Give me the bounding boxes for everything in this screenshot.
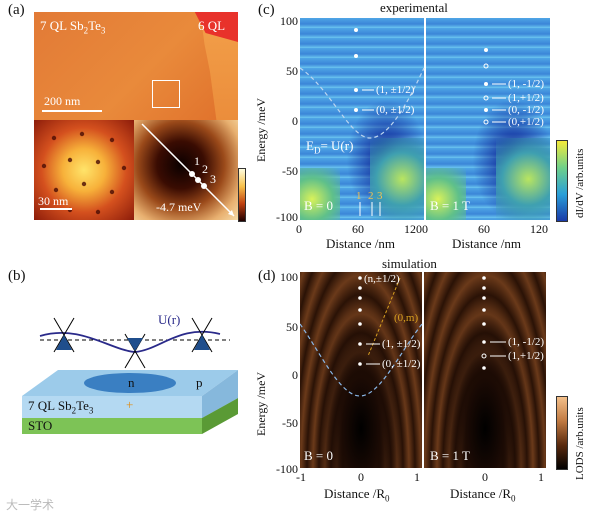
xlabel-d-right: Distance /R0 — [450, 486, 516, 504]
panel-c-ylabel: Energy /meV — [254, 97, 268, 162]
annot-c-right-1: (1, -1/2) — [508, 78, 545, 90]
xtick-c-r1: 60 — [478, 222, 490, 236]
annotation-arrows-c — [362, 83, 506, 123]
xtick-c-l2: 120 — [404, 222, 422, 236]
potential-label: U(r) — [158, 312, 181, 327]
panel-d-yticks: 100 50 0 -50 -100 — [276, 270, 298, 476]
label-b1-c: B = 1 T — [430, 198, 470, 213]
annot-d-left-3: (1, ±1/2) — [382, 338, 421, 350]
xlabel-d-left: Distance /R0 — [324, 486, 390, 504]
panel-d-title: simulation — [382, 256, 437, 271]
panel-c-label: (c) — [258, 2, 275, 18]
ldos-map-image: 1 2 3 -4.7 meV — [134, 120, 238, 220]
annot-d-left-1: (n,±1/2) — [364, 273, 400, 285]
panel-d-ylabel: Energy /meV — [254, 371, 268, 436]
label-b0-c: B = 0 — [304, 198, 334, 213]
ed-label: ED= U(r) — [306, 138, 354, 156]
annot-d-right-2: (1,+1/2) — [508, 350, 544, 362]
substrate-side — [202, 398, 238, 434]
xlabel-c-right: Distance /nm — [452, 236, 521, 251]
colorbar-d-label: LODS /arb.units — [574, 407, 586, 480]
annot-c-right-3: (0, -1/2) — [508, 104, 545, 116]
xtick-c-l0: 0 — [296, 222, 302, 236]
scalebar-bottom-label: 30 nm — [38, 194, 69, 208]
experimental-map-b1 — [426, 18, 550, 220]
panel-c-title: experimental — [380, 0, 448, 15]
substrate-label: STO — [28, 418, 53, 433]
panel-c-yticks: 100 50 0 -50 -100 — [276, 14, 298, 224]
sample-label: 7 QL Sb2Te3 — [40, 18, 106, 36]
peak-dots-b1 — [483, 48, 489, 125]
label-b1-d: B = 1 T — [430, 448, 470, 463]
peak-dots-d-b0 — [358, 276, 362, 366]
energy-label: -4.7 meV — [156, 200, 202, 214]
annot-d-left-4: (0, ±1/2) — [382, 358, 421, 370]
colorbar-c-label: dI/dV /arb.units — [574, 148, 586, 218]
annot-c-right-4: (0,+1/2) — [508, 116, 544, 128]
peak-dots-d-b1 — [481, 276, 487, 370]
xtick-d-l0: -1 — [296, 470, 306, 484]
zoom-box — [152, 80, 180, 108]
xtick-d-r1: 1 — [538, 470, 544, 484]
annot-c-right-2: (1,+1/2) — [508, 92, 544, 104]
panel-b-label: (b) — [8, 268, 26, 284]
film-label: 7 QL Sb2Te3 — [28, 398, 94, 416]
panel-a-label: (a) — [8, 2, 25, 18]
panel-c-overlay — [300, 28, 506, 216]
colorbar-d — [556, 396, 568, 470]
label-b0-d: B = 0 — [304, 448, 334, 463]
peak-dots-b0 — [354, 28, 358, 112]
device-schematic — [22, 317, 238, 434]
scalebar-top — [42, 110, 102, 112]
panel-c-divider — [424, 18, 426, 220]
xtick-c-r0: 0 — [422, 222, 428, 236]
vortex-dots — [41, 131, 127, 215]
annot-c-left-2: (0, ±1/2) — [376, 104, 415, 116]
substrate-front — [22, 418, 202, 434]
panel-d-label: (d) — [258, 268, 276, 284]
panel-d-divider — [422, 272, 424, 468]
xtick-d-l1: 0 — [358, 470, 364, 484]
film-front — [22, 396, 202, 418]
xtick-d-l2: 1 — [414, 470, 420, 484]
colorbar-a — [238, 168, 246, 222]
stm-zoom-image-left: 30 nm — [34, 120, 134, 220]
annot-d-left-2: (0,m) — [394, 312, 419, 324]
linecut-overlay — [141, 123, 235, 217]
annot-c-left-1: (1, ±1/2) — [376, 84, 415, 96]
watermark: 大一学术 — [6, 498, 55, 512]
colorbar-c — [556, 140, 568, 222]
point-3: 3 — [210, 172, 216, 186]
mark-3: 3 — [377, 190, 383, 202]
stm-topography-image: 200 nm 7 QL Sb2Te3 6 QL — [34, 12, 238, 120]
dirac-cone-right — [191, 317, 213, 353]
scalebar-bottom — [40, 208, 72, 210]
mark-2: 2 — [368, 190, 374, 202]
simulation-map-b0 — [300, 272, 422, 468]
xtick-c-l1: 60 — [352, 222, 364, 236]
panel-d-overlay — [300, 276, 506, 397]
n-region — [84, 373, 176, 393]
annotation-arrows-d — [366, 341, 506, 365]
annot-d-right-1: (1, -1/2) — [508, 336, 545, 348]
point-2: 2 — [202, 162, 208, 176]
dirac-cone-center — [124, 333, 146, 369]
simulation-map-b1 — [424, 272, 546, 468]
xlabel-c-left: Distance /nm — [326, 236, 395, 251]
dirac-point-curve — [300, 67, 425, 139]
island-label: 6 QL — [198, 18, 226, 33]
experimental-map-b0 — [300, 18, 424, 220]
scalebar-top-label: 200 nm — [44, 94, 81, 108]
p-label: p — [196, 375, 203, 390]
mark-arrows — [359, 202, 381, 216]
point-1: 1 — [194, 154, 200, 168]
mark-1: 1 — [356, 190, 362, 202]
xtick-d-r0: 0 — [482, 470, 488, 484]
xtick-c-r2: 120 — [530, 222, 548, 236]
0m-guide — [367, 277, 401, 357]
plus-mark: + — [126, 397, 134, 412]
n-label: n — [128, 375, 135, 390]
dirac-cone-left — [53, 317, 75, 353]
film-side — [202, 370, 238, 418]
